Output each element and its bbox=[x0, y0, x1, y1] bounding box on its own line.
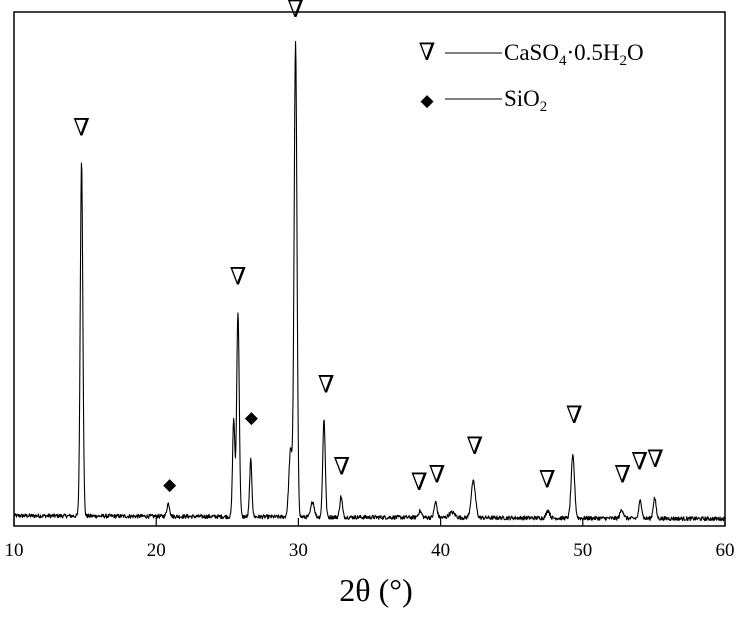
triangle-down-open-icon: ∇ bbox=[287, 0, 304, 23]
triangle-down-open-icon: ∇ bbox=[230, 264, 247, 290]
triangle-down-open-icon: ∇ bbox=[466, 434, 483, 460]
plot-frame bbox=[13, 11, 726, 527]
triangle-down-open-icon: ∇ bbox=[566, 403, 583, 429]
legend-label-1: SiO2 bbox=[504, 86, 547, 115]
diamond-filled-icon: ◆ bbox=[420, 91, 434, 110]
triangle-down-open-icon: ∇ bbox=[411, 470, 428, 496]
triangle-down-open-icon: ∇ bbox=[631, 449, 648, 475]
diamond-filled-icon: ◆ bbox=[163, 475, 177, 494]
x-axis-label: 2θ (°) bbox=[339, 572, 412, 608]
triangle-down-open-icon: ∇ bbox=[73, 115, 90, 141]
triangle-down-open-icon: ∇ bbox=[539, 467, 556, 493]
triangle-down-open-icon: ∇ bbox=[429, 462, 446, 488]
x-tick-label-60: 60 bbox=[716, 540, 735, 561]
x-tick-label-50: 50 bbox=[573, 540, 592, 561]
legend-label-0: CaSO4·0.5H2O bbox=[504, 40, 644, 69]
x-tick-label-40: 40 bbox=[431, 540, 450, 561]
peak-markers: ∇◆∇◆∇∇∇∇ ∇∇∇∇∇ ∇∇ bbox=[73, 0, 664, 496]
x-tick-label-20: 20 bbox=[147, 540, 166, 561]
x-tick-label-10: 10 bbox=[5, 540, 24, 561]
x-axis-ticks bbox=[13, 518, 726, 526]
diamond-filled-icon: ◆ bbox=[245, 408, 259, 427]
x-tick-label-30: 30 bbox=[289, 540, 308, 561]
triangle-down-open-icon: ∇ bbox=[318, 372, 335, 398]
triangle-down-open-icon: ∇ bbox=[333, 455, 350, 481]
x-axis-tick-labels: 10 20 30 40 50 60 bbox=[5, 540, 735, 561]
triangle-down-open-icon: ∇ bbox=[614, 462, 631, 488]
series-line bbox=[13, 40, 726, 522]
triangle-down-open-icon: ∇ bbox=[647, 447, 664, 473]
triangle-down-open-icon: ∇ bbox=[419, 40, 436, 66]
legend: ∇ CaSO4·0.5H2O ◆ SiO2 bbox=[419, 40, 644, 115]
